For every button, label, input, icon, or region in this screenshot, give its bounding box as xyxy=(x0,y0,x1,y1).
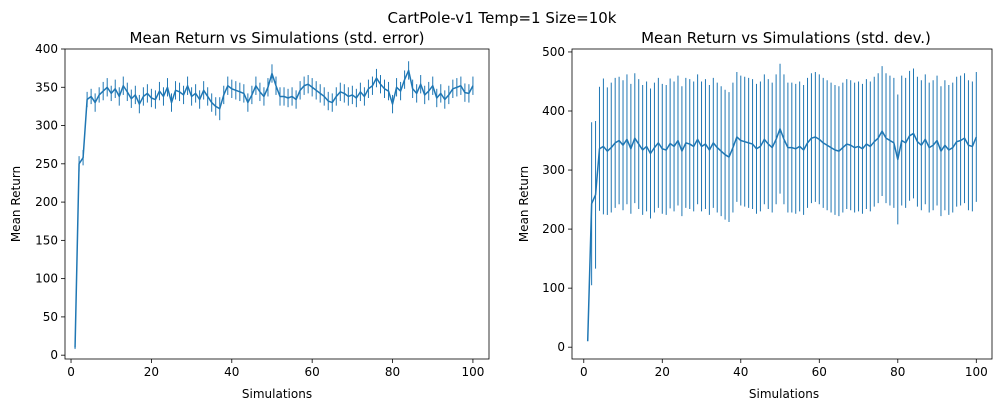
y-tick-label: 200 xyxy=(35,195,58,209)
x-tick-label: 20 xyxy=(655,365,670,379)
axes-frame xyxy=(571,48,993,360)
subplot-std-dev: Mean Return vs Simulations (std. dev.) 0… xyxy=(517,29,993,401)
x-tick-label: 60 xyxy=(812,365,827,379)
x-tick-label: 20 xyxy=(144,365,159,379)
x-tick-label: 60 xyxy=(305,365,320,379)
subplot-std-error: Mean Return vs Simulations (std. error) … xyxy=(9,29,490,401)
chart-title: Mean Return vs Simulations (std. dev.) xyxy=(641,29,931,47)
x-axis-label: Simulations xyxy=(242,387,312,401)
chart-title: Mean Return vs Simulations (std. error) xyxy=(130,29,425,47)
x-axis-label: Simulations xyxy=(749,387,819,401)
y-tick-label: 150 xyxy=(35,233,58,247)
tick-group: 0 20 40 60 80 100 0 100 200 300 400 500 xyxy=(542,45,988,379)
y-tick-label: 350 xyxy=(35,80,58,94)
x-tick-label: 100 xyxy=(965,365,988,379)
y-axis-label: Mean Return xyxy=(517,166,531,242)
y-tick-label: 250 xyxy=(35,157,58,171)
y-tick-label: 100 xyxy=(35,272,58,286)
y-tick-label: 400 xyxy=(35,42,58,56)
x-tick-label: 40 xyxy=(733,365,748,379)
y-tick-label: 500 xyxy=(542,45,565,59)
x-tick-label: 0 xyxy=(580,365,588,379)
x-tick-label: 80 xyxy=(890,365,905,379)
x-tick-label: 100 xyxy=(461,365,484,379)
y-tick-label: 0 xyxy=(557,340,565,354)
y-tick-label: 300 xyxy=(542,163,565,177)
y-tick-label: 300 xyxy=(35,119,58,133)
y-tick-label: 400 xyxy=(542,104,565,118)
y-tick-label: 200 xyxy=(542,222,565,236)
error-bar-group xyxy=(591,63,977,286)
y-tick-label: 50 xyxy=(43,310,58,324)
x-tick-label: 80 xyxy=(385,365,400,379)
tick-group: 0 20 40 60 80 100 0 50 100 150 200 250 300 350 400 xyxy=(35,42,484,379)
x-tick-label: 40 xyxy=(224,365,239,379)
error-bar-group xyxy=(74,61,474,350)
axes-frame xyxy=(64,48,490,360)
y-tick-label: 0 xyxy=(50,348,58,362)
y-axis-label: Mean Return xyxy=(9,166,23,242)
figure-suptitle: CartPole-v1 Temp=1 Size=10k xyxy=(388,9,617,27)
y-tick-label: 100 xyxy=(542,281,565,295)
mean-return-line xyxy=(74,69,474,348)
mean-return-line xyxy=(586,127,977,342)
x-tick-label: 0 xyxy=(67,365,75,379)
